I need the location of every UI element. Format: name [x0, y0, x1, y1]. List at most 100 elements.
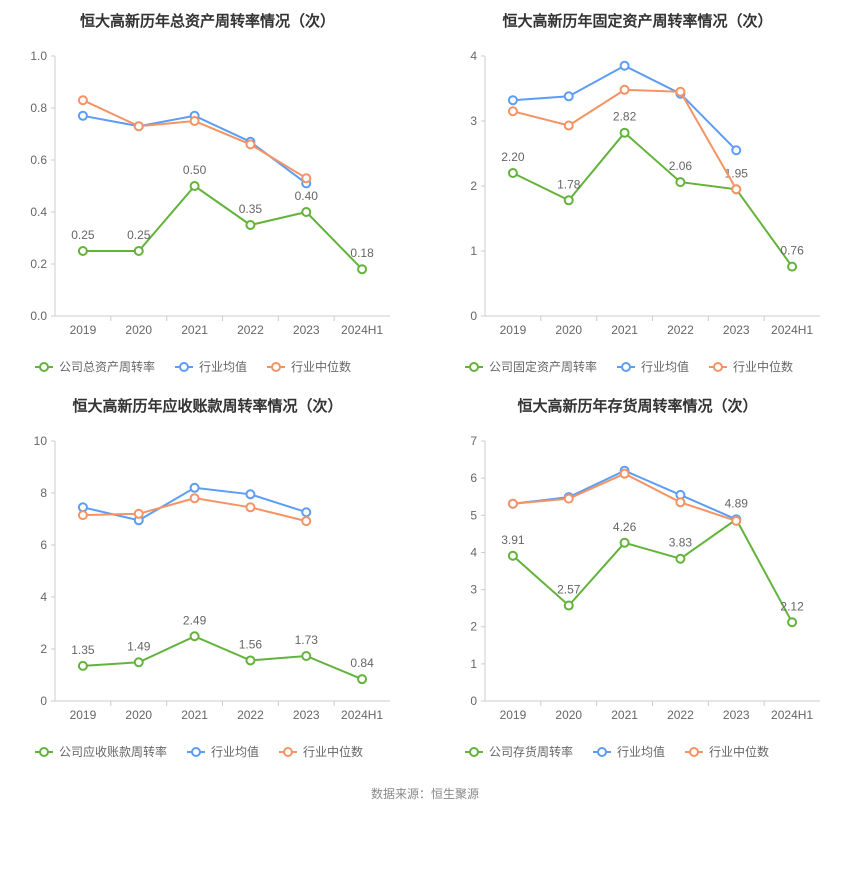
series-marker	[79, 112, 87, 120]
legend-label: 行业中位数	[291, 358, 351, 375]
series-marker	[191, 484, 199, 492]
series-marker	[565, 196, 573, 204]
data-label: 3.91	[501, 533, 525, 547]
legend-marker-icon	[267, 362, 285, 372]
series-marker	[135, 247, 143, 255]
chart-panel-receivables-turnover: 恒大高新历年应收账款周转率情况（次）0246810201920202021202…	[10, 395, 405, 760]
legend-marker-icon	[465, 747, 483, 757]
x-tick-label: 2019	[70, 323, 97, 337]
chart-title: 恒大高新历年应收账款周转率情况（次）	[10, 395, 405, 416]
series-marker	[509, 107, 517, 115]
x-tick-label: 2024H1	[341, 323, 383, 337]
legend-label: 行业均值	[199, 358, 247, 375]
legend-label: 公司固定资产周转率	[489, 358, 597, 375]
y-tick-label: 0	[470, 694, 477, 708]
legend-item: 行业均值	[187, 743, 259, 760]
legend-label: 公司应收账款周转率	[59, 743, 167, 760]
y-tick-label: 0	[470, 309, 477, 323]
legend-item: 行业中位数	[709, 358, 793, 375]
legend-label: 行业中位数	[303, 743, 363, 760]
series-line	[513, 519, 792, 622]
series-marker	[191, 117, 199, 125]
data-label: 2.82	[613, 110, 637, 124]
data-label: 0.50	[183, 163, 207, 177]
x-tick-label: 2019	[500, 708, 527, 722]
chart-svg: 01234201920202021202220232024H12.201.782…	[440, 46, 835, 346]
x-tick-label: 2024H1	[341, 708, 383, 722]
legend-label: 行业中位数	[709, 743, 769, 760]
data-label: 1.49	[127, 639, 151, 653]
legend-label: 公司存货周转率	[489, 743, 573, 760]
data-label: 0.84	[350, 656, 374, 670]
y-tick-label: 1	[470, 657, 477, 671]
x-tick-label: 2024H1	[771, 708, 813, 722]
series-marker	[676, 178, 684, 186]
data-label: 1.56	[239, 637, 263, 651]
series-marker	[302, 208, 310, 216]
x-tick-label: 2023	[723, 323, 750, 337]
chart-svg: 0.00.20.40.60.81.02019202020212022202320…	[10, 46, 405, 346]
series-marker	[79, 503, 87, 511]
y-tick-label: 6	[40, 538, 47, 552]
series-marker	[732, 146, 740, 154]
y-tick-label: 5	[470, 508, 477, 522]
chart-panel-total-asset-turnover: 恒大高新历年总资产周转率情况（次）0.00.20.40.60.81.020192…	[10, 10, 405, 375]
x-tick-label: 2020	[125, 708, 152, 722]
series-marker	[246, 140, 254, 148]
y-tick-label: 0.4	[30, 205, 47, 219]
legend-item: 公司应收账款周转率	[35, 743, 167, 760]
data-label: 0.40	[295, 189, 319, 203]
data-label: 1.73	[295, 633, 319, 647]
series-marker	[788, 618, 796, 626]
legend-label: 行业中位数	[733, 358, 793, 375]
legend-label: 公司总资产周转率	[59, 358, 155, 375]
chart-svg: 01234567201920202021202220232024H13.912.…	[440, 431, 835, 731]
chart-title: 恒大高新历年存货周转率情况（次）	[440, 395, 835, 416]
y-tick-label: 2	[470, 620, 477, 634]
series-line	[513, 90, 736, 190]
series-marker	[246, 221, 254, 229]
x-tick-label: 2020	[555, 323, 582, 337]
data-label: 2.06	[669, 159, 693, 173]
x-tick-label: 2020	[125, 323, 152, 337]
series-marker	[246, 656, 254, 664]
legend-marker-icon	[35, 747, 53, 757]
series-marker	[732, 517, 740, 525]
series-marker	[79, 662, 87, 670]
x-tick-label: 2019	[500, 323, 527, 337]
y-tick-label: 0.8	[30, 101, 47, 115]
series-marker	[509, 500, 517, 508]
y-tick-label: 2	[40, 642, 47, 656]
y-tick-label: 0	[40, 694, 47, 708]
chart-svg: 0246810201920202021202220232024H11.351.4…	[10, 431, 405, 731]
series-marker	[788, 263, 796, 271]
series-marker	[621, 470, 629, 478]
legend-marker-icon	[465, 362, 483, 372]
series-marker	[509, 96, 517, 104]
series-marker	[79, 511, 87, 519]
series-marker	[135, 510, 143, 518]
legend-label: 行业均值	[211, 743, 259, 760]
series-marker	[676, 88, 684, 96]
x-tick-label: 2024H1	[771, 323, 813, 337]
series-marker	[246, 503, 254, 511]
y-tick-label: 1	[470, 244, 477, 258]
series-marker	[302, 174, 310, 182]
series-marker	[302, 508, 310, 516]
series-marker	[135, 658, 143, 666]
data-label: 3.83	[669, 536, 693, 550]
legend-item: 公司总资产周转率	[35, 358, 155, 375]
data-label: 1.78	[557, 177, 581, 191]
series-marker	[565, 495, 573, 503]
series-marker	[565, 602, 573, 610]
legend-item: 行业中位数	[685, 743, 769, 760]
y-tick-label: 0.0	[30, 309, 47, 323]
x-tick-label: 2022	[237, 708, 264, 722]
y-tick-label: 10	[34, 434, 48, 448]
series-marker	[509, 169, 517, 177]
chart-title: 恒大高新历年总资产周转率情况（次）	[10, 10, 405, 31]
y-tick-label: 2	[470, 179, 477, 193]
data-label: 0.76	[780, 244, 804, 258]
chart-legend: 公司存货周转率行业均值行业中位数	[465, 743, 835, 760]
chart-legend: 公司总资产周转率 行业均值 行业中位数	[35, 358, 405, 375]
